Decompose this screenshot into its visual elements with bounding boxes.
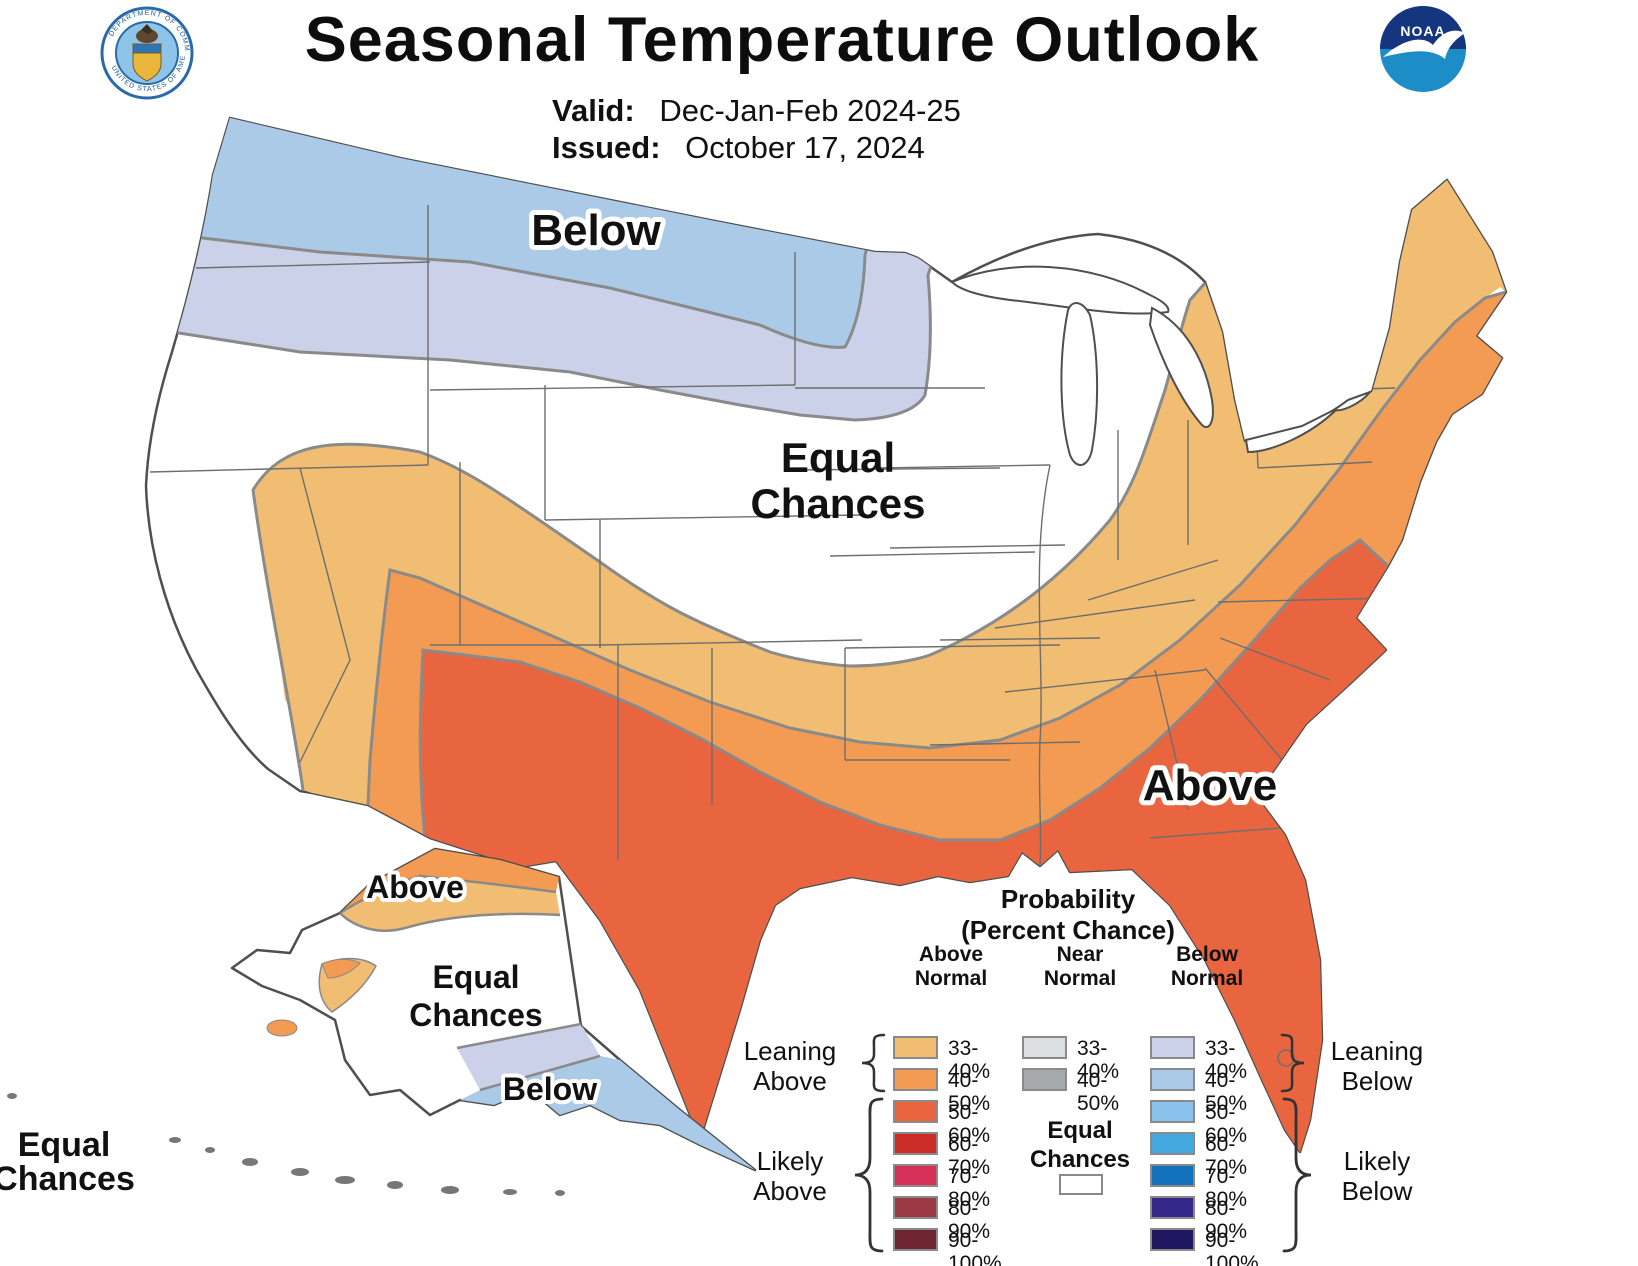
legend-equal-chances: Equal Chances — [1029, 1117, 1131, 1173]
legend-title-line1: Probability — [1000, 884, 1136, 914]
legend-range-above-90-100: 90-100% — [948, 1229, 1002, 1266]
label-hi-equal-1: Equal — [18, 1126, 111, 1164]
legend-swatch-above-70-80 — [893, 1164, 938, 1187]
legend-title: Probability (Percent Chance) — [918, 884, 1218, 946]
legend-swatch-above-60-70 — [893, 1132, 938, 1155]
valid-label: Valid: — [552, 93, 635, 128]
label-ak-equal-2: Chances — [409, 997, 542, 1033]
edge-above-40-50 — [366, 290, 1506, 806]
legend-range-above-60-70: 60-70% — [948, 1133, 991, 1179]
edge-above-33-40 — [251, 282, 1207, 791]
legend-swatch-above-90-100 — [893, 1228, 938, 1251]
edge-below-40-50 — [177, 199, 882, 349]
legend-swatch-above-80-90 — [893, 1196, 938, 1219]
legend-swatch-below-50-60 — [1150, 1100, 1195, 1123]
legend-range-below-70-80: 70-80% — [1205, 1165, 1248, 1211]
validity-block: Valid: Dec-Jan-Feb 2024-25 Issued: Octob… — [552, 92, 961, 166]
lake-huron — [1148, 306, 1214, 428]
issued-value: October 17, 2024 — [685, 130, 925, 165]
legend-range-near-33-40: 33-40% — [1077, 1037, 1120, 1083]
ak-region-below-40-50 — [460, 1056, 755, 1170]
state-borders — [149, 205, 1396, 867]
legend-col-header-below: Below Normal — [1170, 943, 1244, 990]
label-conus-equal-2: Chances — [750, 480, 925, 527]
legend-equal-chances-swatch — [1059, 1174, 1103, 1195]
legend-col-header-above: Above Normal — [914, 943, 988, 990]
legend-swatch-below-90-100 — [1150, 1228, 1195, 1251]
label-conus-equal-1: Equal — [781, 434, 895, 481]
legend-col-header-near: Near Normal — [1043, 943, 1117, 990]
legend-range-above-40-50: 40-50% — [948, 1069, 991, 1115]
legend-swatch-below-70-80 — [1150, 1164, 1195, 1187]
ak-edge-below — [456, 1022, 601, 1092]
legend-swatch-below-40-50 — [1150, 1068, 1195, 1091]
legend-swatch-below-33-40 — [1150, 1036, 1195, 1059]
legend-range-below-90-100: 90-100% — [1205, 1229, 1259, 1266]
label-ak-equal-1: Equal — [432, 959, 519, 995]
ak-region-below-33-40 — [457, 1024, 600, 1090]
noaa-gull-icon — [1383, 30, 1465, 59]
legend-range-above-70-80: 70-80% — [948, 1165, 991, 1211]
edge-above-50-60 — [418, 538, 1390, 842]
ak-region-above-40-50 — [340, 849, 559, 913]
valid-value: Dec-Jan-Feb 2024-25 — [659, 93, 961, 128]
legend-group-likely-below: Likely Below — [1341, 1146, 1413, 1206]
region-above-50-60 — [420, 540, 1388, 1152]
ak-seward-patch-orange — [321, 958, 361, 979]
brace-leaning-above — [861, 1033, 886, 1093]
ak-region-above-33-40 — [340, 876, 560, 931]
legend-range-below-33-40: 33-40% — [1205, 1037, 1248, 1083]
legend-swatch-above-33-40 — [893, 1036, 938, 1059]
issued-label: Issued: — [552, 130, 661, 165]
legend-swatch-above-40-50 — [893, 1068, 938, 1091]
legend-swatch-below-60-70 — [1150, 1132, 1195, 1155]
lake-ontario — [1331, 389, 1374, 412]
label-conus-below: Below — [531, 206, 661, 255]
legend-group-likely-above: Likely Above — [753, 1146, 827, 1206]
ak-island-patch — [266, 1019, 298, 1037]
legend-swatch-near-40-50 — [1022, 1068, 1067, 1091]
aleutian-islands — [7, 1093, 565, 1196]
valid-row: Valid: Dec-Jan-Feb 2024-25 — [552, 92, 961, 129]
label-hi-equal-2: Chances — [0, 1160, 135, 1198]
legend-swatch-above-50-60 — [893, 1100, 938, 1123]
brace-likely-above — [854, 1097, 884, 1253]
great-lakes — [950, 265, 1374, 1067]
region-above-33-40 — [253, 180, 1506, 805]
legend-range-near-40-50: 40-50% — [1077, 1069, 1120, 1115]
noaa-logo-text: NOAA — [1400, 23, 1445, 39]
legend-range-below-80-90: 80-90% — [1205, 1197, 1248, 1243]
label-ak-above: Above — [366, 869, 464, 905]
legend-range-above-33-40: 33-40% — [948, 1037, 991, 1083]
legend-range-below-50-60: 50-60% — [1205, 1101, 1248, 1147]
label-ak-below: Below — [503, 1071, 597, 1107]
conus-map: Below Above Equal Chances — [144, 116, 1508, 1154]
commerce-seal: DEPARTMENT OF COMMERCE UNITED STATES OF … — [0, 0, 194, 100]
legend-range-above-80-90: 80-90% — [948, 1197, 991, 1243]
legend-swatch-below-80-90 — [1150, 1196, 1195, 1219]
edge-below-33-40 — [159, 179, 962, 422]
legend-swatch-near-33-40 — [1022, 1036, 1067, 1059]
seal-shield-emblem — [132, 24, 162, 82]
legend-title-line2: (Percent Chance) — [961, 915, 1175, 945]
alaska-inset: Above Below Equal Chances Equal Chances — [0, 847, 757, 1198]
legend-range-above-50-60: 50-60% — [948, 1101, 991, 1147]
brace-leaning-below — [1280, 1033, 1305, 1093]
noaa-logo: NOAA — [1380, 6, 1466, 92]
legend-range-below-40-50: 40-50% — [1205, 1069, 1248, 1115]
legend-group-leaning-below: Leaning Below — [1330, 1036, 1424, 1096]
legend-range-below-60-70: 60-70% — [1205, 1133, 1248, 1179]
legend-group-leaning-above: Leaning Above — [743, 1036, 837, 1096]
ak-edge-above — [339, 874, 561, 932]
lake-superior — [950, 265, 1170, 315]
label-conus-above: Above — [1143, 761, 1277, 810]
brace-likely-below — [1282, 1097, 1312, 1253]
lake-michigan — [1060, 302, 1099, 466]
page-title: Seasonal Temperature Outlook — [304, 5, 1260, 75]
issued-row: Issued: October 17, 2024 — [552, 129, 961, 166]
